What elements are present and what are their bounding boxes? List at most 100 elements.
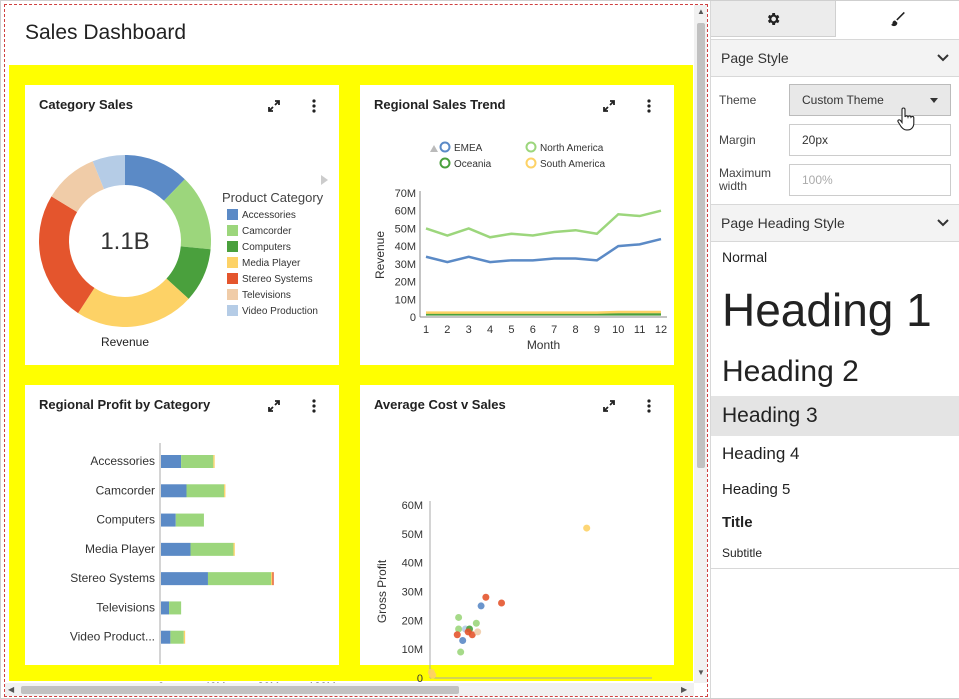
scroll-left-icon[interactable]: ◀ xyxy=(8,685,15,694)
max-width-field[interactable] xyxy=(789,164,951,196)
scroll-down-icon[interactable]: ▼ xyxy=(697,668,705,677)
horizontal-scrollbar[interactable]: ◀ ▶ xyxy=(5,683,694,696)
heading-style-normal[interactable]: Normal xyxy=(722,249,768,265)
legend-marker xyxy=(439,157,451,169)
caret-down-icon xyxy=(930,97,938,103)
expand-icon[interactable] xyxy=(263,95,285,117)
legend-label: Media Player xyxy=(242,258,301,269)
bar-segment xyxy=(161,513,176,527)
legend-swatch xyxy=(227,273,238,284)
legend-label: Camcorder xyxy=(242,226,292,237)
legend-next-icon xyxy=(321,175,328,185)
heading-style-list: Normal Heading 1 Heading 2 Heading 3 Hea… xyxy=(711,242,959,569)
y-tick-label: 20M xyxy=(395,277,416,289)
card-title: Category Sales xyxy=(39,97,133,112)
donut-chart: 1.1B Revenue Product Category Accessories Ca… xyxy=(38,155,328,349)
y-tick-label: Accessories xyxy=(90,454,155,468)
donut-slice xyxy=(125,155,185,201)
more-vertical-icon[interactable] xyxy=(303,395,325,417)
legend-marker xyxy=(439,141,451,153)
section-header-page-style[interactable]: Page Style xyxy=(711,39,959,77)
heading-style-h1[interactable]: Heading 1 xyxy=(722,284,932,336)
theme-select[interactable]: Custom Theme xyxy=(789,84,951,116)
donut-slice xyxy=(38,196,95,314)
x-tick-label: 9 xyxy=(594,324,600,336)
dashboard-canvas: Sales Dashboard Category Sales 1.1B Reven… xyxy=(4,4,708,697)
y-tick-label: 0 xyxy=(417,673,423,685)
max-width-input[interactable] xyxy=(802,173,938,187)
margin-label: Margin xyxy=(719,132,756,147)
legend-swatch xyxy=(227,257,238,268)
vertical-scrollbar[interactable]: ▲ ▼ xyxy=(694,5,707,683)
legend-label: Computers xyxy=(242,242,291,253)
tab-settings[interactable] xyxy=(711,1,836,37)
y-tick-label: 50M xyxy=(395,223,416,235)
bar-segment xyxy=(224,484,226,498)
margin-field[interactable] xyxy=(789,124,951,156)
section-title: Page Heading Style xyxy=(721,215,845,231)
x-axis-label: Gross Profit xyxy=(210,696,274,697)
y-tick-label: 70M xyxy=(395,188,416,200)
gear-icon xyxy=(767,12,780,25)
expand-icon[interactable] xyxy=(598,395,620,417)
series-line xyxy=(425,209,662,239)
bar-segment xyxy=(161,572,208,586)
legend-label: South America xyxy=(540,159,605,170)
more-vertical-icon[interactable] xyxy=(638,95,660,117)
y-tick-label: 60M xyxy=(395,206,416,218)
scatter-point xyxy=(472,619,480,627)
scatter-point xyxy=(583,524,591,532)
heading-style-h3[interactable]: Heading 3 xyxy=(711,396,959,436)
heading-style-h2[interactable]: Heading 2 xyxy=(722,355,859,388)
bar-segment xyxy=(170,630,184,644)
scroll-up-icon[interactable]: ▲ xyxy=(697,7,705,16)
x-tick-label: 11 xyxy=(634,324,645,336)
panel-tabs xyxy=(711,1,959,37)
card-category-sales: Category Sales 1.1B Revenue Product Catego… xyxy=(25,85,339,365)
scroll-right-icon[interactable]: ▶ xyxy=(681,685,688,694)
margin-input[interactable] xyxy=(802,133,938,147)
max-width-label: Maximum width xyxy=(719,166,772,193)
y-tick-label: 20M xyxy=(402,615,423,627)
expand-icon[interactable] xyxy=(263,395,285,417)
horizontal-scroll-thumb[interactable] xyxy=(21,686,459,694)
y-tick-label: 10M xyxy=(395,294,416,306)
scatter-point xyxy=(455,625,463,633)
y-tick-label: Camcorder xyxy=(96,483,155,497)
legend-label: Oceania xyxy=(454,159,492,170)
bar-segment xyxy=(161,630,171,644)
bar-segment xyxy=(183,630,186,644)
bar-segment xyxy=(186,484,225,498)
card-title: Regional Sales Trend xyxy=(374,97,506,112)
chevron-down-icon xyxy=(937,219,949,227)
vertical-scroll-thumb[interactable] xyxy=(697,23,705,468)
expand-icon[interactable] xyxy=(598,95,620,117)
donut-slice xyxy=(78,278,189,327)
heading-style-h5[interactable]: Heading 5 xyxy=(722,480,791,498)
bar-segment xyxy=(175,513,204,527)
legend-swatch xyxy=(227,289,238,300)
properties-panel: Page Style Theme Custom Theme Margin Max… xyxy=(710,1,959,698)
y-axis-label: Gross Profit xyxy=(375,559,389,623)
legend-label: EMEA xyxy=(454,143,483,154)
y-tick-label: Computers xyxy=(96,513,155,527)
bar-segment xyxy=(161,455,182,468)
card-regional-profit-by-category: Regional Profit by Category Accessories C… xyxy=(25,385,339,693)
y-tick-label: 10M xyxy=(402,644,423,656)
x-tick-label: 7 xyxy=(551,324,557,336)
scatter-point xyxy=(453,631,461,639)
heading-style-subtitle[interactable]: Subtitle xyxy=(722,546,763,560)
y-tick-label: Media Player xyxy=(85,542,155,556)
hand-cursor-icon xyxy=(897,107,915,131)
donut-slice xyxy=(51,161,104,212)
more-vertical-icon[interactable] xyxy=(303,95,325,117)
heading-style-h4[interactable]: Heading 4 xyxy=(722,444,800,463)
section-header-page-heading-style[interactable]: Page Heading Style xyxy=(711,204,959,242)
donut-slice xyxy=(163,179,211,250)
tab-style[interactable] xyxy=(835,1,959,37)
chevron-down-icon xyxy=(937,54,949,62)
heading-style-title[interactable]: Title xyxy=(722,513,753,531)
more-vertical-icon[interactable] xyxy=(638,395,660,417)
y-tick-label: Stereo Systems xyxy=(70,571,155,585)
